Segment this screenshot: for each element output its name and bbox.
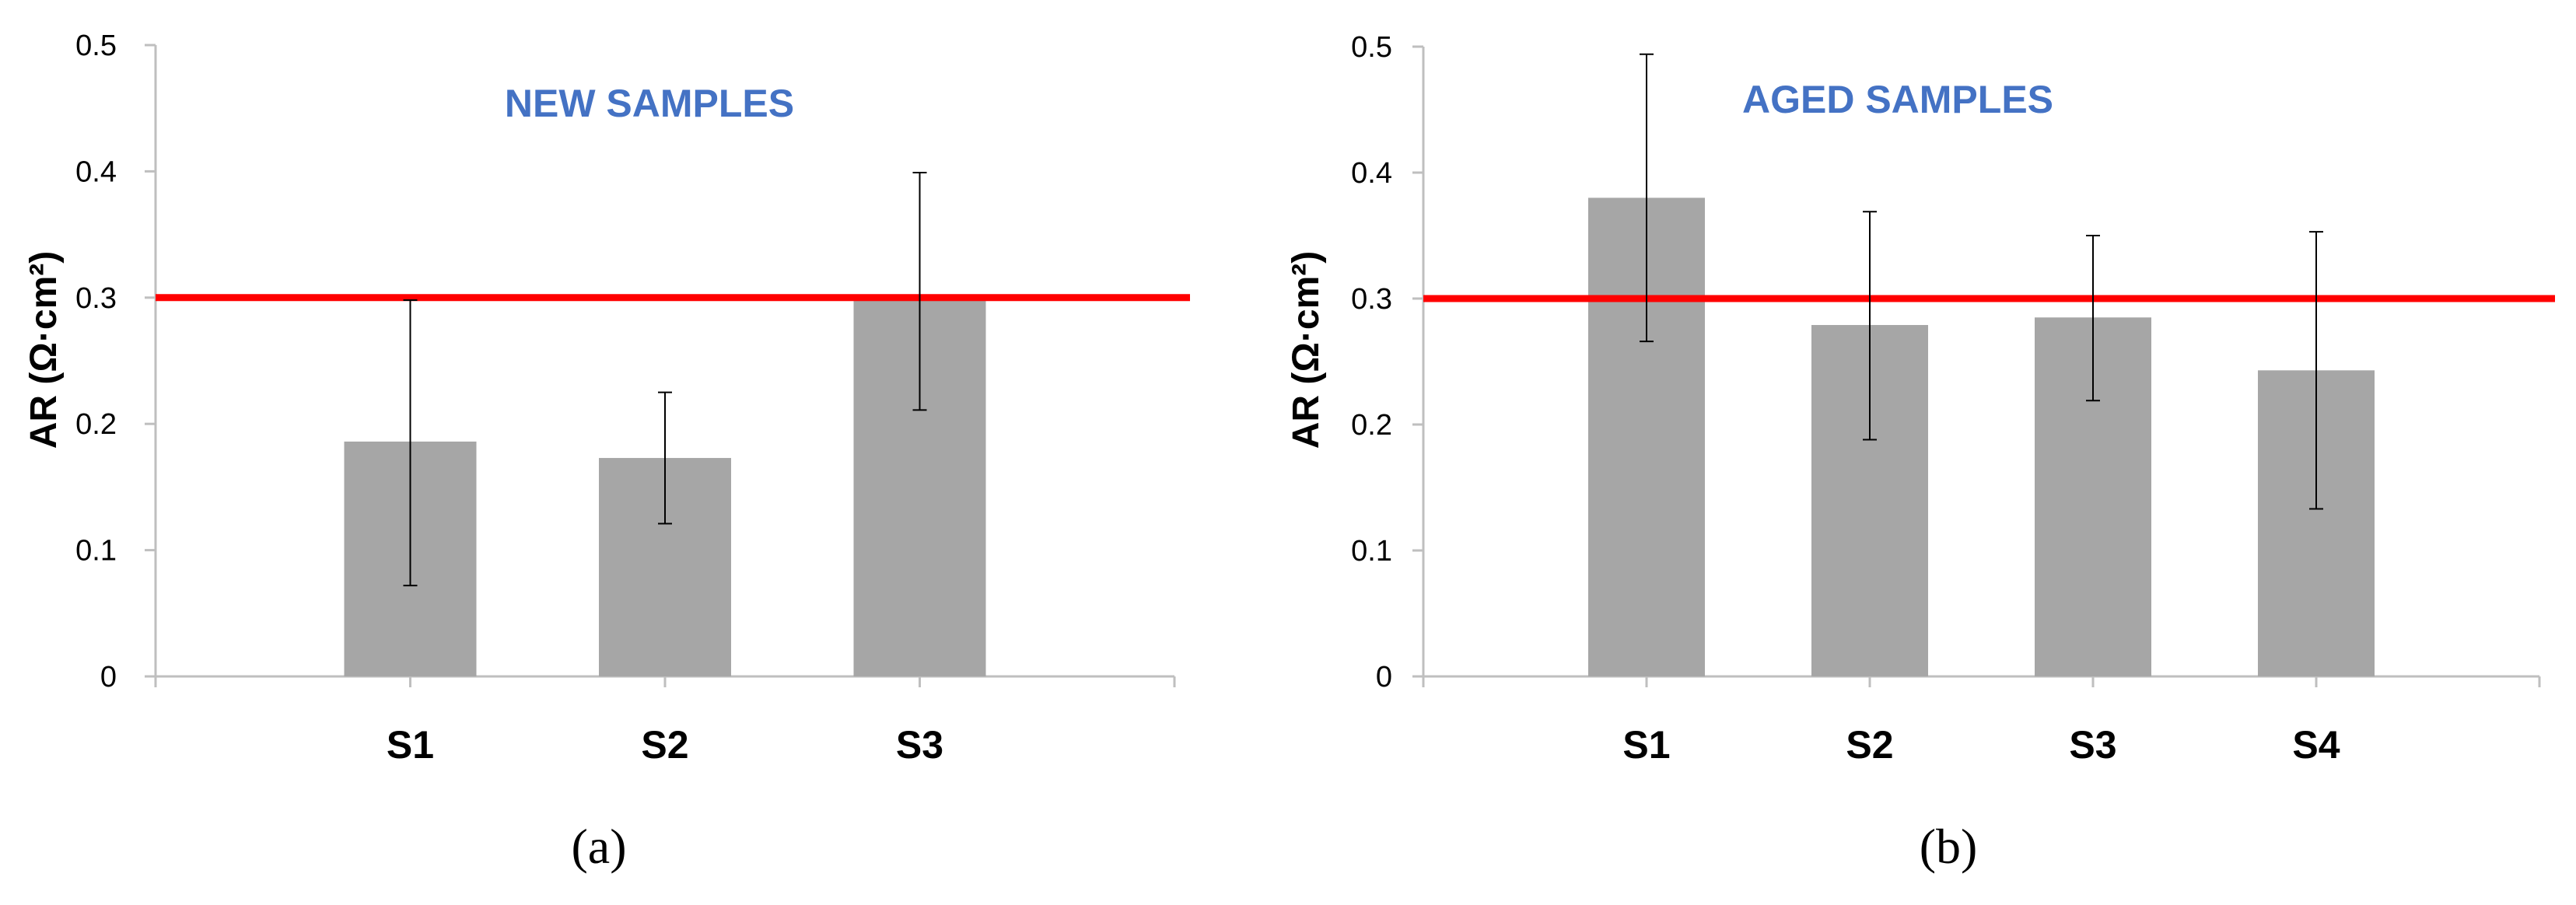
y-tick-label: 0 — [100, 661, 117, 694]
x-category-label: S2 — [641, 723, 688, 767]
y-tick-label: 0.1 — [1351, 535, 1392, 568]
y-tick-label: 0.4 — [75, 155, 117, 188]
x-category-label: S2 — [1846, 723, 1893, 767]
x-category-label: S4 — [2292, 723, 2340, 767]
x-category-label: S3 — [896, 723, 943, 767]
panel-caption: (b) — [1920, 819, 1978, 874]
panel-caption: (a) — [571, 819, 626, 874]
x-category-label: S1 — [1622, 723, 1670, 767]
x-category-label: S1 — [387, 723, 434, 767]
x-category-label: S3 — [2069, 723, 2116, 767]
y-tick-label: 0.2 — [75, 408, 117, 441]
y-axis-label: AR (Ω·cm²) — [23, 251, 65, 449]
chart-title: AGED SAMPLES — [1742, 78, 2053, 121]
panel-new-samples: AR (Ω·cm²) NEW SAMPLES (a) 0 0.1 0.2 0.3 0.4… — [23, 30, 1190, 874]
chart-title: NEW SAMPLES — [505, 82, 794, 125]
panel-aged-samples: AR (Ω·cm²) AGED SAMPLES (b) 0 0.1 0.2 0.3 0.… — [1286, 31, 2555, 874]
y-tick-label: 0.2 — [1351, 409, 1392, 442]
y-tick-label: 0 — [1376, 661, 1392, 694]
y-tick-label: 0.4 — [1351, 157, 1392, 190]
y-tick-label: 0.5 — [1351, 31, 1392, 64]
y-tick-label: 0.1 — [75, 535, 117, 568]
y-tick-label: 0.3 — [1351, 283, 1392, 316]
y-tick-label: 0.5 — [75, 30, 117, 62]
y-axis-label: AR (Ω·cm²) — [1286, 251, 1327, 449]
y-tick-label: 0.3 — [75, 282, 117, 315]
